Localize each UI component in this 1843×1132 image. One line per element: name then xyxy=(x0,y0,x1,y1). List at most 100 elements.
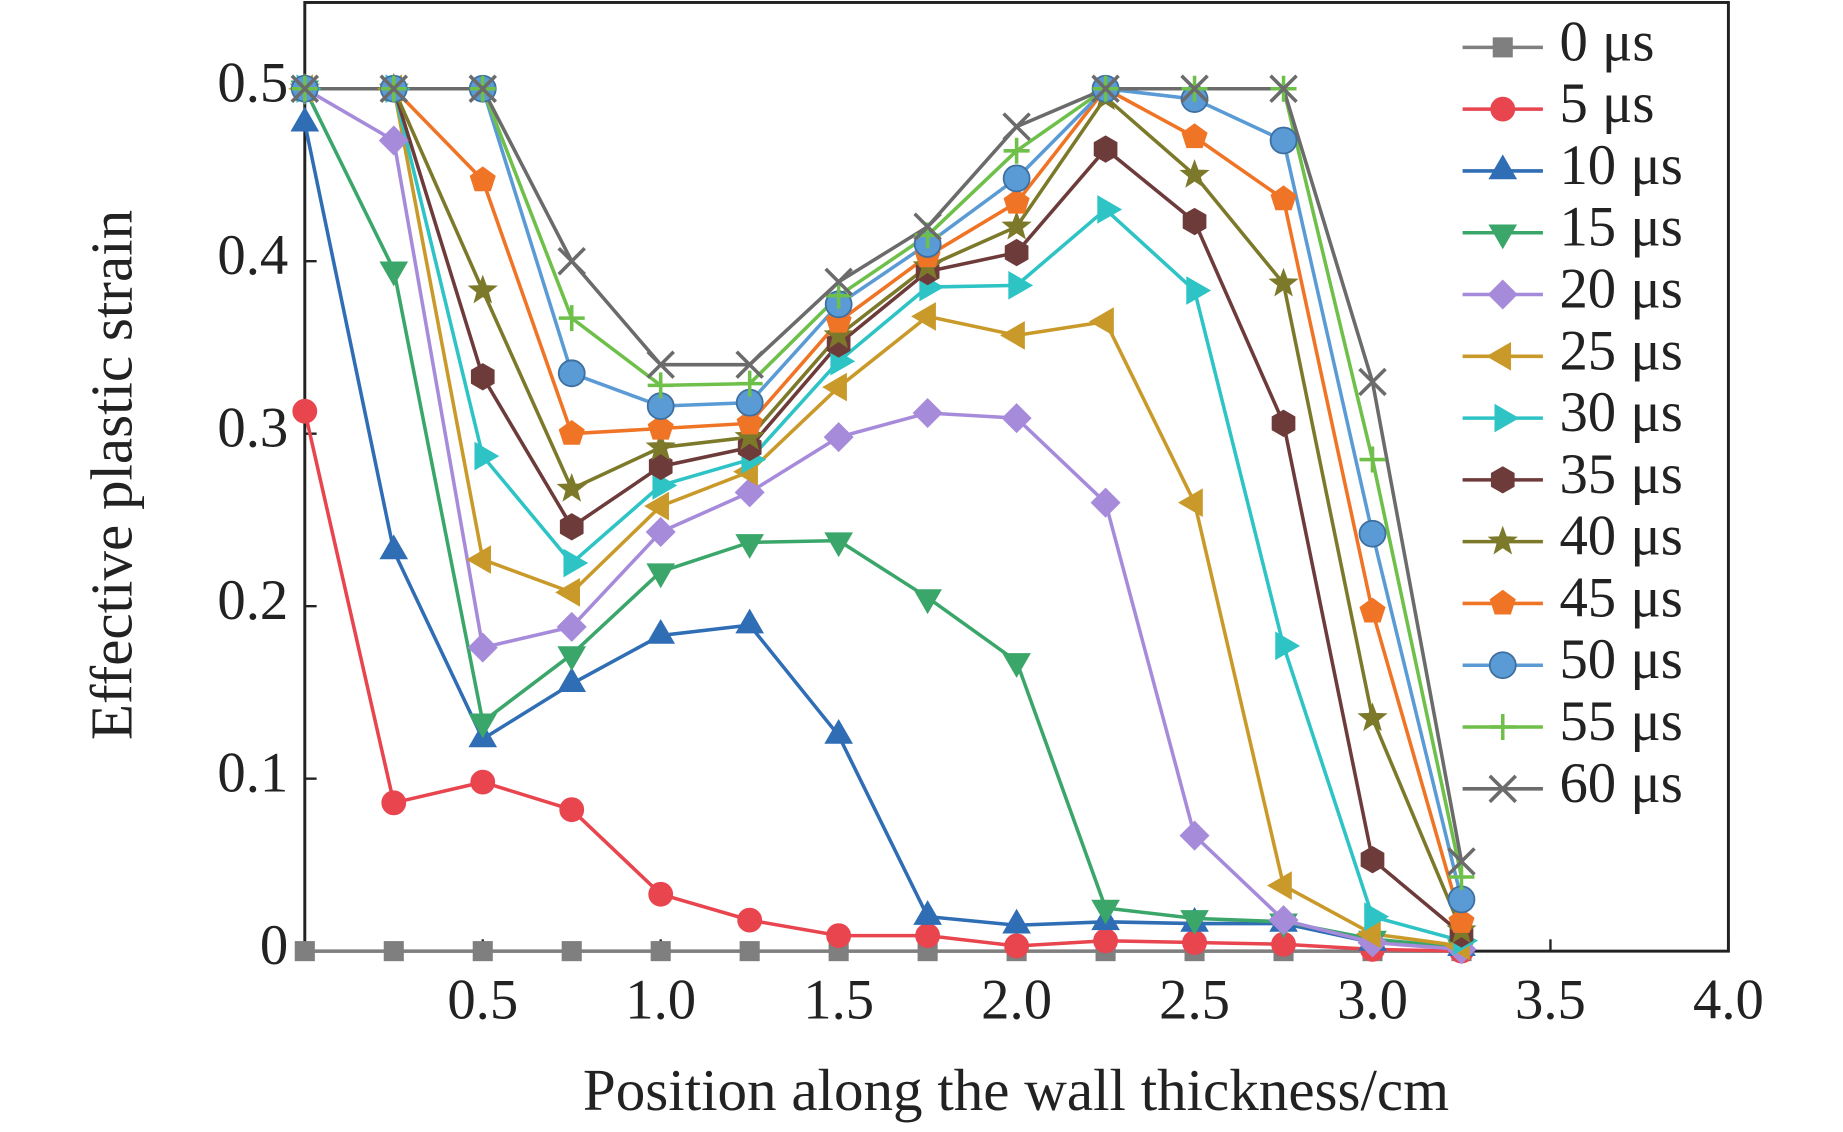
marker xyxy=(379,534,409,560)
legend-marker xyxy=(1486,341,1512,371)
marker xyxy=(556,611,587,642)
marker xyxy=(468,74,498,103)
marker xyxy=(1447,885,1476,914)
marker xyxy=(1182,207,1207,236)
marker xyxy=(1268,905,1299,936)
legend-marker xyxy=(1487,525,1518,555)
marker xyxy=(734,477,765,508)
marker xyxy=(467,632,498,663)
marker xyxy=(1180,74,1209,103)
legend-item: 35 μs xyxy=(1462,443,1683,506)
marker xyxy=(1178,488,1203,518)
series-line xyxy=(304,86,1463,936)
legend-marker xyxy=(1489,714,1516,741)
marker xyxy=(1358,367,1387,397)
marker xyxy=(734,421,765,450)
marker xyxy=(824,718,853,744)
legend-label: 20 μs xyxy=(1559,258,1682,321)
marker xyxy=(825,282,852,309)
series-line xyxy=(304,86,1464,862)
x-axis-label: Position along the wall thickness/cm xyxy=(583,1057,1449,1123)
y-tick-label: 0.4 xyxy=(217,224,288,287)
marker xyxy=(646,618,676,644)
legend-label: 15 μs xyxy=(1559,196,1682,259)
marker xyxy=(736,370,763,397)
series-line xyxy=(304,86,1464,923)
legend-marker xyxy=(1494,403,1520,433)
marker xyxy=(1269,74,1298,103)
legend-marker xyxy=(1488,154,1518,180)
marker xyxy=(739,941,760,962)
marker xyxy=(559,513,584,541)
legend-marker xyxy=(1487,279,1518,310)
marker xyxy=(737,907,763,933)
marker xyxy=(1003,188,1030,214)
series-line xyxy=(304,86,1464,932)
marker xyxy=(1179,159,1210,188)
legend-label: 40 μs xyxy=(1559,505,1682,568)
marker xyxy=(292,398,318,424)
marker xyxy=(1359,597,1386,623)
x-tick-label: 4.0 xyxy=(1693,969,1764,1032)
marker xyxy=(1002,112,1031,141)
y-tick-label: 0.2 xyxy=(217,569,288,632)
x-tick-label: 0.5 xyxy=(447,969,518,1032)
marker xyxy=(1093,928,1118,954)
marker xyxy=(468,713,498,739)
marker xyxy=(290,74,320,103)
legend-label: 50 μs xyxy=(1559,628,1682,691)
marker xyxy=(1000,321,1025,350)
marker xyxy=(1091,74,1120,103)
legend-label: 5 μs xyxy=(1559,72,1654,135)
legend-marker xyxy=(1488,224,1518,250)
marker xyxy=(1360,846,1385,874)
y-axis-label: Effective plastic strain xyxy=(79,210,145,740)
marker xyxy=(1447,847,1476,876)
legend-item: 5 μs xyxy=(1462,72,1654,135)
marker xyxy=(1090,487,1121,518)
marker xyxy=(735,350,764,379)
marker xyxy=(736,409,763,435)
marker xyxy=(379,74,409,103)
legend-marker xyxy=(1492,37,1513,58)
marker xyxy=(1003,137,1030,164)
y-tick-label: 0.5 xyxy=(217,52,288,115)
marker xyxy=(645,431,676,461)
marker xyxy=(647,372,674,399)
marker xyxy=(557,646,587,672)
marker xyxy=(913,212,942,241)
marker xyxy=(474,441,500,471)
legend-label: 45 μs xyxy=(1559,566,1682,629)
series-line xyxy=(304,86,1462,943)
legend-label: 25 μs xyxy=(1559,319,1682,382)
marker xyxy=(467,274,498,304)
marker xyxy=(290,106,320,132)
marker xyxy=(1181,123,1208,149)
x-tick-label: 3.5 xyxy=(1515,969,1586,1032)
marker xyxy=(911,302,936,331)
marker xyxy=(1089,307,1114,336)
marker xyxy=(735,608,765,634)
marker xyxy=(1358,519,1387,548)
series-line xyxy=(303,87,1462,950)
marker xyxy=(1271,409,1296,438)
marker xyxy=(913,589,942,615)
legend-item: 10 μs xyxy=(1462,134,1683,197)
marker xyxy=(378,125,409,156)
marker xyxy=(1357,702,1388,732)
y-tick-label: 0.3 xyxy=(217,397,288,460)
legend-item: 25 μs xyxy=(1462,319,1683,382)
marker xyxy=(294,941,315,962)
marker xyxy=(912,397,943,428)
marker xyxy=(913,900,942,925)
series-line xyxy=(303,122,1462,950)
marker xyxy=(472,941,493,962)
marker xyxy=(646,563,676,589)
marker xyxy=(823,422,854,453)
marker xyxy=(466,545,492,574)
marker xyxy=(1008,271,1034,300)
marker xyxy=(824,267,853,297)
marker xyxy=(470,363,495,391)
marker xyxy=(1266,871,1292,900)
